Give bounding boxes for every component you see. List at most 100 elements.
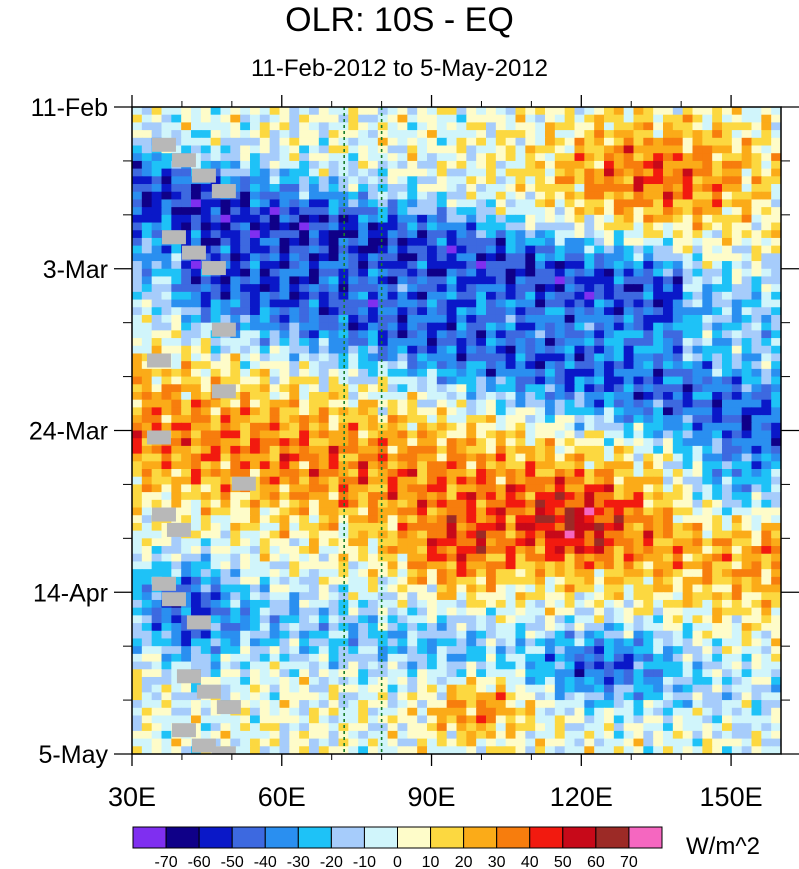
heatmap-cell xyxy=(417,407,428,416)
heatmap-cell xyxy=(525,484,536,493)
heatmap-cell xyxy=(397,476,408,486)
heatmap-cell xyxy=(299,615,310,624)
heatmap-cell xyxy=(407,114,418,123)
heatmap-cell xyxy=(584,653,595,663)
heatmap-cell xyxy=(633,338,644,347)
heatmap-cell xyxy=(731,160,743,170)
heatmap-cell xyxy=(692,422,703,432)
heatmap-cell xyxy=(387,268,399,278)
heatmap-cell xyxy=(151,230,163,239)
heatmap-cell xyxy=(771,445,781,455)
heatmap-cell xyxy=(171,684,182,693)
heatmap-cell xyxy=(692,499,703,509)
heatmap-cell xyxy=(436,361,448,370)
heatmap-cell xyxy=(318,630,330,640)
heatmap-cell xyxy=(446,176,458,185)
heatmap-cell xyxy=(623,184,635,193)
heatmap-cell xyxy=(220,230,231,239)
heatmap-cell xyxy=(210,653,222,663)
heatmap-cell xyxy=(486,261,497,270)
heatmap-cell xyxy=(643,623,654,632)
heatmap-cell xyxy=(191,284,202,293)
heatmap-cell xyxy=(584,122,595,131)
heatmap-cell xyxy=(495,160,507,170)
heatmap-cell xyxy=(692,492,703,501)
heatmap-cell xyxy=(269,661,281,670)
heatmap-cell xyxy=(446,237,458,247)
heatmap-cell xyxy=(387,630,399,640)
heatmap-cell xyxy=(505,345,517,355)
heatmap-cell xyxy=(761,107,772,116)
heatmap-cell xyxy=(191,391,202,401)
heatmap-cell xyxy=(554,384,566,393)
heatmap-cell xyxy=(594,322,605,331)
heatmap-cell xyxy=(230,553,241,563)
heatmap-cell xyxy=(240,499,251,509)
heatmap-cell xyxy=(309,592,320,601)
heatmap-cell xyxy=(643,584,654,593)
heatmap-cell xyxy=(466,599,477,609)
heatmap-cell xyxy=(564,122,576,131)
heatmap-cell xyxy=(328,114,340,123)
heatmap-cell xyxy=(535,261,546,270)
heatmap-cell xyxy=(594,576,605,586)
heatmap-cell xyxy=(161,607,172,616)
heatmap-cell xyxy=(495,191,507,201)
heatmap-cell xyxy=(554,484,566,493)
heatmap-cell xyxy=(181,314,192,324)
heatmap-cell xyxy=(259,492,271,501)
heatmap-cell xyxy=(309,376,320,385)
heatmap-cell xyxy=(731,345,743,355)
heatmap-cell xyxy=(722,407,733,416)
heatmap-cell xyxy=(594,623,605,632)
heatmap-cell xyxy=(191,376,202,385)
heatmap-cell xyxy=(741,484,753,493)
heatmap-cell xyxy=(564,376,576,385)
heatmap-cell xyxy=(318,268,330,278)
heatmap-cell xyxy=(633,469,644,478)
heatmap-cell xyxy=(682,676,694,686)
heatmap-cell xyxy=(771,314,781,324)
heatmap-cell xyxy=(466,646,477,655)
heatmap-cell xyxy=(771,669,781,678)
heatmap-cell xyxy=(505,230,517,239)
heatmap-cell xyxy=(702,145,713,154)
heatmap-cell xyxy=(318,592,330,601)
heatmap-cell xyxy=(466,461,477,470)
heatmap-cell xyxy=(151,338,163,347)
heatmap-cell xyxy=(230,576,241,586)
heatmap-cell xyxy=(358,353,369,362)
heatmap-cell xyxy=(574,499,585,509)
heatmap-cell xyxy=(476,430,487,439)
heatmap-cell xyxy=(515,430,526,439)
heatmap-cell xyxy=(446,461,458,470)
heatmap-cell xyxy=(328,661,340,670)
heatmap-cell xyxy=(771,253,781,262)
heatmap-cell xyxy=(132,522,143,532)
heatmap-cell xyxy=(250,107,261,116)
heatmap-cell xyxy=(427,199,438,208)
heatmap-cell xyxy=(515,345,526,355)
heatmap-cell xyxy=(358,669,369,678)
heatmap-cell xyxy=(515,299,526,308)
heatmap-cell xyxy=(151,422,163,432)
heatmap-cell xyxy=(761,137,772,147)
heatmap-cell xyxy=(259,453,271,462)
heatmap-cell xyxy=(269,245,281,254)
heatmap-cell xyxy=(220,646,231,655)
heatmap-cell xyxy=(309,607,320,616)
heatmap-cell xyxy=(594,507,605,516)
heatmap-cell xyxy=(486,484,497,493)
heatmap-cell xyxy=(220,284,231,293)
heatmap-cell xyxy=(672,222,684,231)
heatmap-cell xyxy=(141,476,153,486)
heatmap-cell xyxy=(161,422,172,432)
heatmap-cell xyxy=(427,661,438,670)
heatmap-cell xyxy=(672,391,684,401)
heatmap-cell xyxy=(436,561,448,570)
heatmap-cell xyxy=(545,368,556,378)
heatmap-cell xyxy=(132,461,143,470)
heatmap-cell xyxy=(368,430,379,439)
heatmap-cell xyxy=(466,476,477,486)
heatmap-cell xyxy=(348,184,359,193)
